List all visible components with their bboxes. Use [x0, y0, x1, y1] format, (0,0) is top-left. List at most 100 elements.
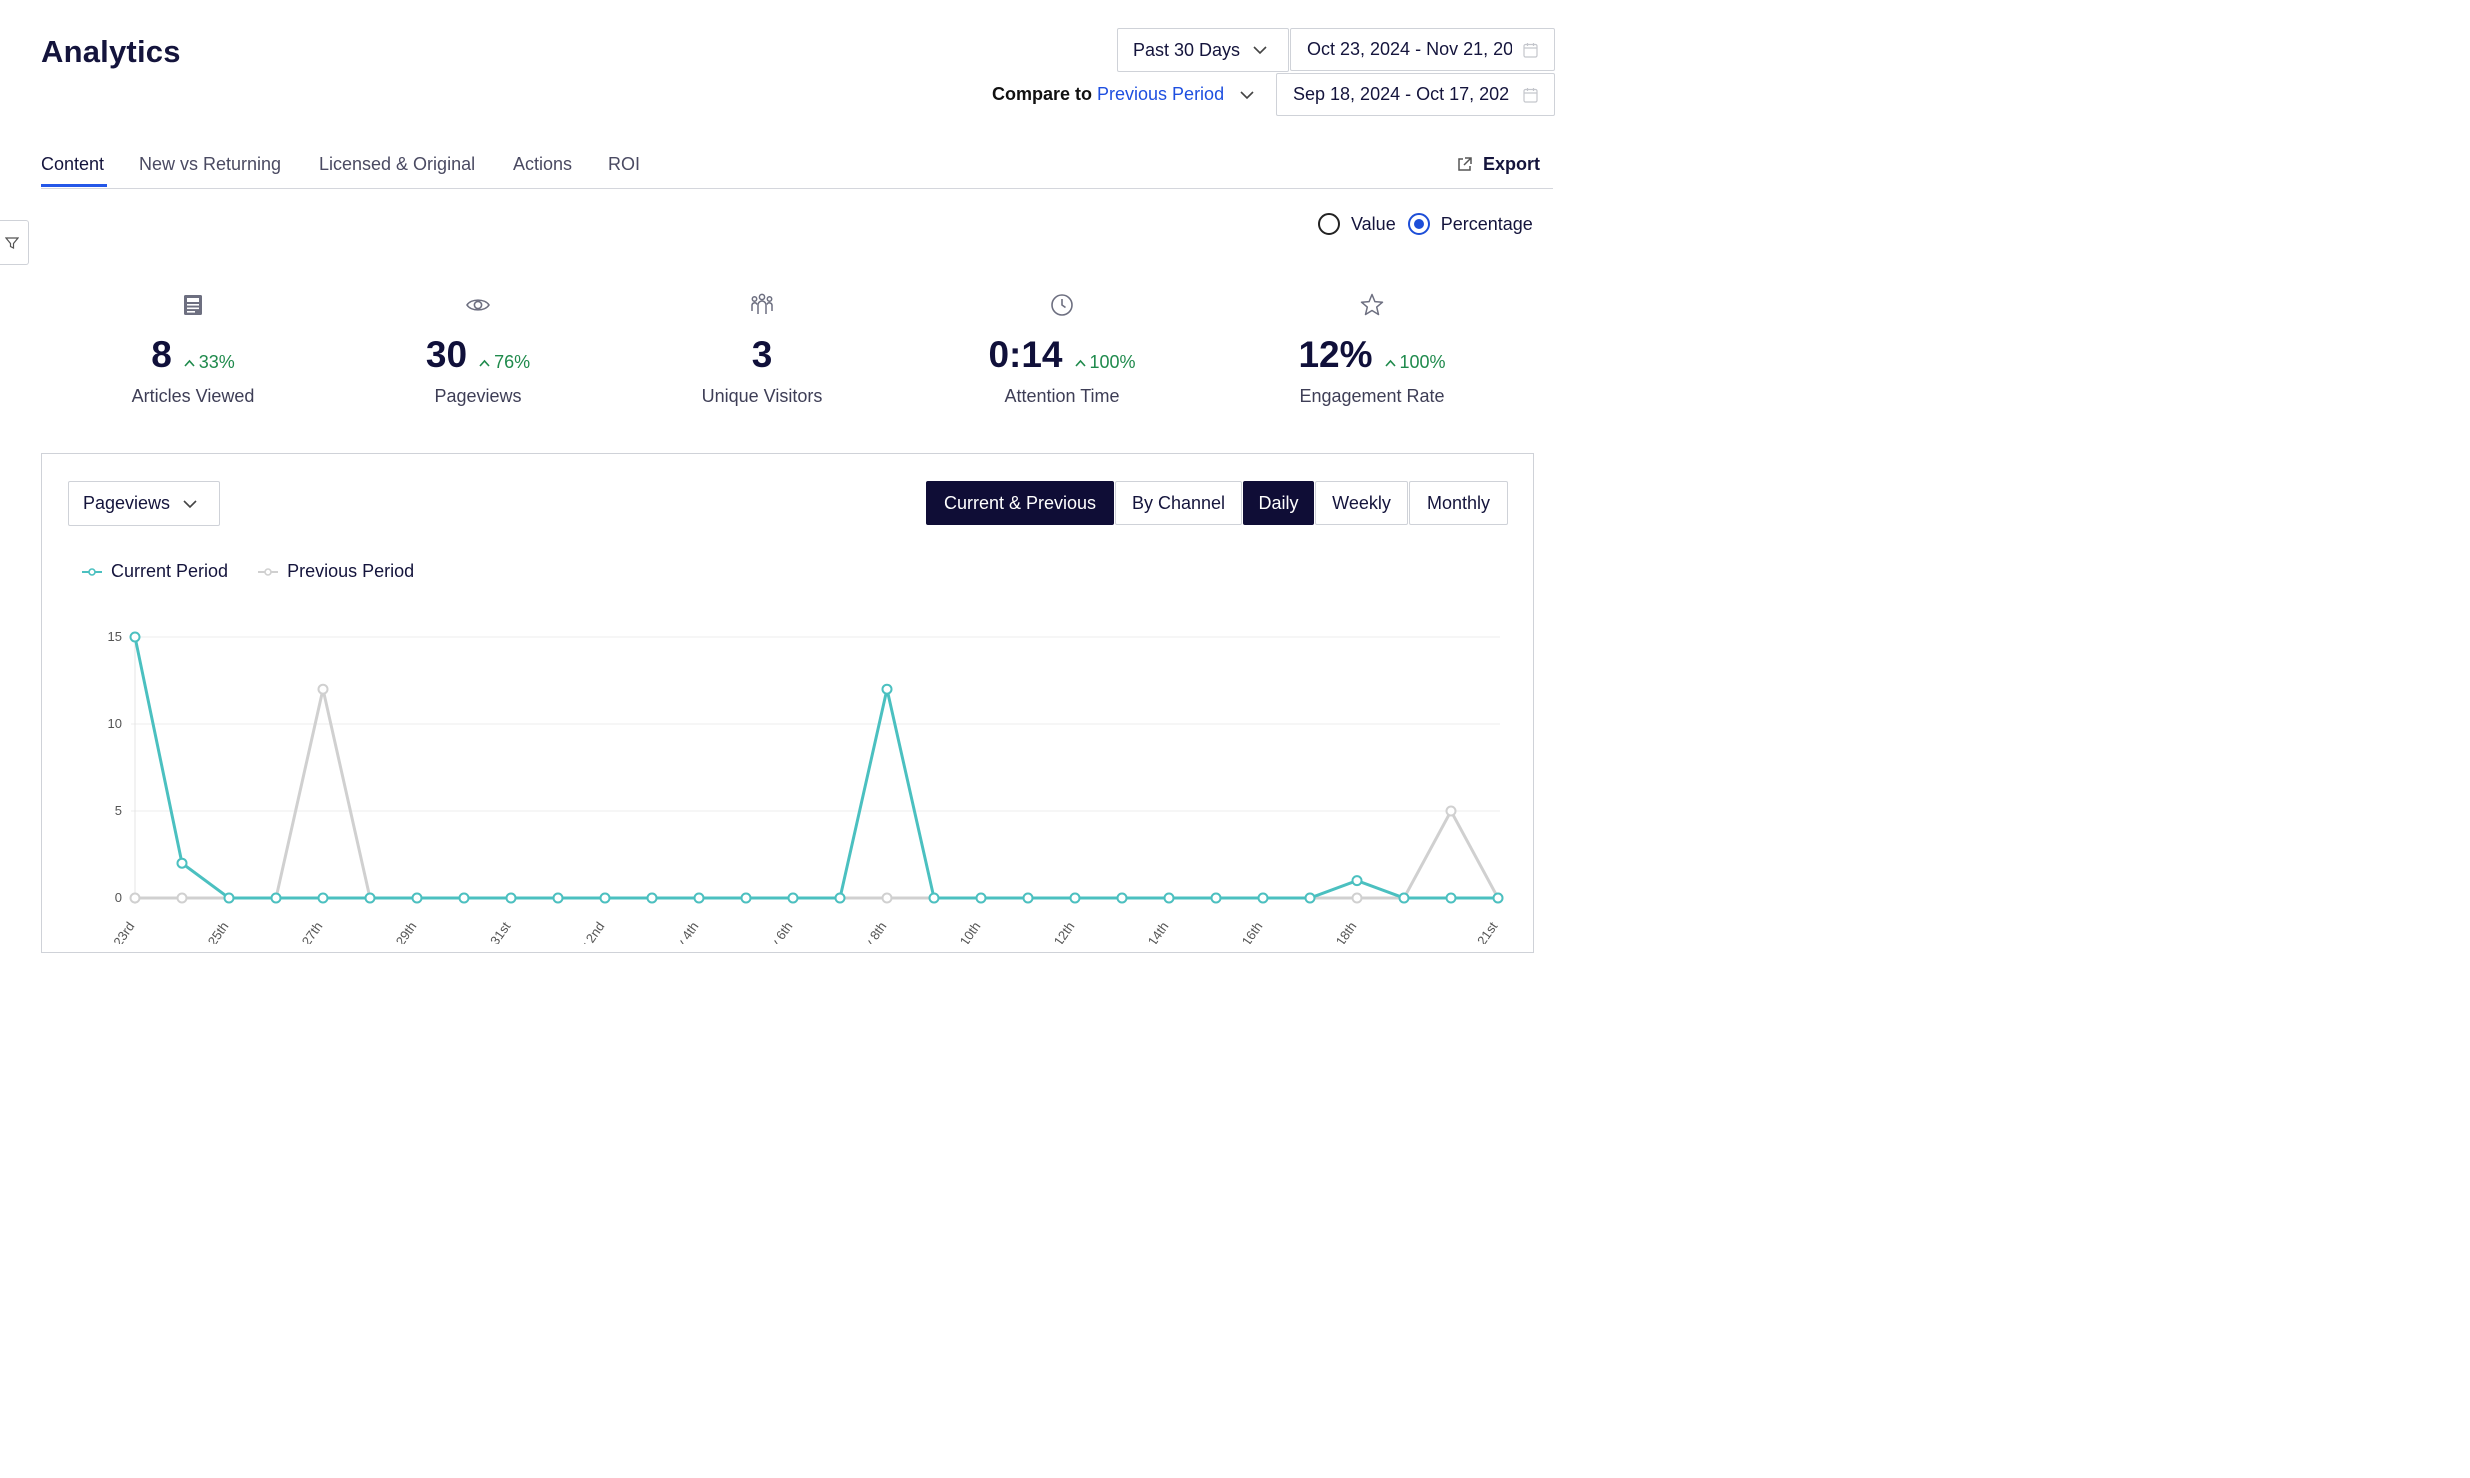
y-tick-label: 15 — [108, 629, 122, 644]
tab-licensed-original[interactable]: Licensed & Original — [319, 154, 476, 174]
x-tick-label: Nov 4th — [663, 919, 701, 944]
active-tab-indicator — [41, 184, 107, 187]
data-point-current — [693, 892, 705, 904]
page-title: Analytics — [41, 34, 181, 69]
data-point-current — [411, 892, 423, 904]
data-point-current — [270, 892, 282, 904]
data-point-current — [881, 683, 893, 695]
x-tick-label: Nov 21st — [1459, 919, 1501, 944]
stat-engagement-rate: 12% 100% Engagement Rate — [1262, 292, 1482, 407]
stat-change: 76% — [494, 352, 531, 372]
chevron-up-icon — [479, 359, 490, 367]
tab-bar: Content New vs Returning Licensed & Orig… — [41, 150, 1553, 189]
legend-item-previous[interactable]: Previous Period — [258, 561, 414, 582]
date-range-select[interactable]: Past 30 Days — [1117, 28, 1289, 72]
x-tick-label: Oct 29th — [379, 919, 419, 944]
tab-roi[interactable]: ROI — [608, 154, 641, 174]
tab-content[interactable]: Content — [41, 154, 105, 174]
compare-to-selector[interactable]: Compare to Previous Period — [992, 84, 1255, 105]
data-point-previous — [317, 683, 329, 695]
x-tick-label: Nov 10th — [941, 919, 983, 944]
data-point-current — [975, 892, 987, 904]
data-point-current — [1351, 875, 1363, 887]
chevron-up-icon — [1384, 359, 1396, 367]
stat-label: Pageviews — [434, 386, 522, 406]
display-mode-radios: Value Percentage — [1318, 213, 1533, 235]
tab-new-vs-returning[interactable]: New vs Returning — [139, 154, 282, 174]
x-tick-label: Oct 31st — [473, 919, 513, 944]
data-point-previous — [1445, 805, 1457, 817]
stat-change: 100% — [1089, 352, 1136, 372]
data-point-current — [317, 892, 329, 904]
current-previous-button[interactable]: Current & Previous — [926, 481, 1114, 525]
compare-label: Compare to — [992, 84, 1093, 104]
chevron-down-icon — [1240, 90, 1254, 99]
stat-attention-time: 0:14 100% Attention Time — [952, 292, 1172, 407]
clock-icon — [1051, 294, 1073, 316]
stat-value: 8 — [151, 334, 172, 375]
data-point-current — [1445, 892, 1457, 904]
previous-date-range-value: Sep 18, 2024 - Oct 17, 2024 — [1293, 84, 1509, 104]
filter-icon — [5, 236, 19, 249]
tab-actions[interactable]: Actions — [513, 154, 573, 174]
filter-panel-toggle[interactable] — [0, 220, 29, 265]
x-tick-label: Oct 23rd — [97, 919, 138, 944]
legend-item-current[interactable]: Current Period — [82, 561, 228, 582]
x-tick-label: Nov 18th — [1317, 919, 1359, 944]
y-tick-label: 5 — [115, 803, 122, 818]
eye-icon — [466, 299, 490, 311]
previous-date-range-field[interactable]: Sep 18, 2024 - Oct 17, 2024 — [1276, 73, 1555, 116]
export-label: Export — [1482, 154, 1540, 174]
monthly-button[interactable]: Monthly — [1409, 481, 1508, 525]
stat-value: 30 — [425, 334, 468, 375]
chart-legend: Current Period Previous Period — [82, 561, 444, 582]
chevron-up-icon — [184, 359, 195, 367]
stat-label: Articles Viewed — [131, 386, 255, 406]
calendar-icon — [1523, 43, 1538, 58]
data-point-current — [646, 892, 658, 904]
x-tick-label: Nov 2nd — [567, 919, 607, 944]
data-point-current — [223, 892, 235, 904]
current-date-range-value: Oct 23, 2024 - Nov 21, 2024 — [1307, 39, 1512, 59]
data-point-current — [787, 892, 799, 904]
data-point-current — [1492, 892, 1504, 904]
weekly-button[interactable]: Weekly — [1315, 481, 1408, 525]
chevron-up-icon — [1074, 359, 1086, 367]
data-point-current — [834, 892, 846, 904]
daily-button[interactable]: Daily — [1243, 481, 1314, 525]
export-button[interactable]: Export — [1456, 154, 1540, 175]
percentage-radio[interactable] — [1407, 213, 1430, 235]
date-range-label: Past 30 Days — [1133, 39, 1241, 60]
legend-label: Previous Period — [287, 561, 415, 581]
data-point-current — [1163, 892, 1175, 904]
data-point-current — [552, 892, 564, 904]
series-line-previous — [135, 688, 1500, 900]
current-date-range-field[interactable]: Oct 23, 2024 - Nov 21, 2024 — [1290, 28, 1555, 71]
chevron-down-icon — [183, 499, 197, 508]
metric-select[interactable]: Pageviews — [68, 481, 220, 526]
external-link-icon — [1458, 157, 1472, 171]
value-radio[interactable] — [1318, 213, 1340, 235]
by-channel-button[interactable]: By Channel — [1115, 481, 1242, 525]
star-icon — [1360, 293, 1384, 316]
data-point-current — [364, 892, 376, 904]
series-line-current — [133, 636, 1498, 900]
legend-previous-marker — [258, 567, 279, 576]
x-tick-label: Nov 16th — [1223, 919, 1265, 944]
stat-value: 0:14 — [988, 334, 1063, 375]
chart-panel: Pageviews Current & Previous By Channel … — [41, 453, 1534, 953]
y-tick-label: 0 — [115, 890, 122, 905]
stat-articles-viewed: 8 33% Articles Viewed — [83, 292, 303, 407]
compare-option[interactable]: Previous Period — [1097, 84, 1225, 104]
data-point-current — [1069, 892, 1081, 904]
chevron-down-icon — [1253, 46, 1267, 55]
data-point-current — [1398, 892, 1410, 904]
percentage-radio-label[interactable]: Percentage — [1440, 213, 1533, 234]
value-radio-label[interactable]: Value — [1351, 213, 1396, 234]
stat-change: 33% — [198, 352, 235, 372]
data-point-current — [740, 892, 752, 904]
x-tick-label: Nov 12th — [1035, 919, 1077, 944]
legend-current-marker — [82, 567, 102, 576]
data-point-current — [505, 892, 517, 904]
data-point-current — [1022, 892, 1034, 904]
